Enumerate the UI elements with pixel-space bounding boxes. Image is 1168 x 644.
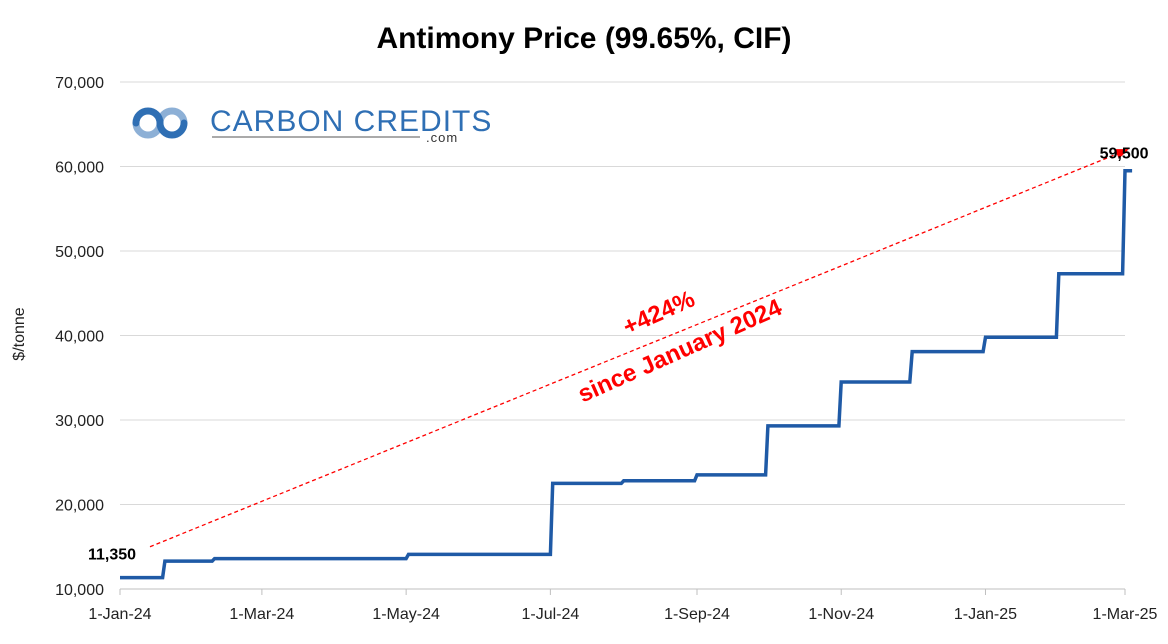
- y-tick-label: 70,000: [55, 75, 104, 92]
- y-axis-label: $/tonne: [11, 307, 28, 360]
- y-tick-label: 40,000: [55, 329, 104, 346]
- y-tick-label: 20,000: [55, 498, 104, 515]
- x-axis-ticks: 1-Jan-24 1-Mar-24 1-May-24 1-Jul-24 1-Sep-24…: [88, 589, 1158, 623]
- x-tick-label: 1-Mar-24: [229, 606, 294, 623]
- annotations: +424%since January 2024: [574, 285, 787, 408]
- data-labels: 11,350 59,500: [88, 146, 1149, 564]
- x-tick-label: 1-Mar-25: [1093, 606, 1158, 623]
- y-tick-label: 10,000: [55, 582, 104, 599]
- data-label: 11,350: [88, 547, 136, 564]
- x-tick-label: 1-May-24: [372, 606, 440, 623]
- y-tick-label: 60,000: [55, 160, 104, 177]
- trend-arrow: [149, 148, 1129, 548]
- y-tick-label: 50,000: [55, 244, 104, 261]
- series-lines: [120, 168, 1133, 580]
- logo-suffix: .com: [426, 130, 458, 145]
- data-label: 59,500: [1100, 146, 1149, 163]
- x-tick-label: 1-Jan-24: [88, 606, 151, 623]
- y-axis-ticks: 10,000 20,000 30,000 40,000 50,000 60,000 70,0…: [55, 75, 104, 599]
- x-tick-label: 1-Sep-24: [664, 606, 730, 623]
- x-tick-label: 1-Jul-24: [521, 606, 579, 623]
- chart-title: Antimony Price (99.65%, CIF): [376, 22, 791, 55]
- trend-arrow-line: [149, 148, 1129, 548]
- carbon-credits-logo: CARBON CREDITS .com: [132, 105, 492, 145]
- x-tick-label: 1-Nov-24: [808, 606, 874, 623]
- logo-name: CARBON CREDITS: [210, 105, 492, 138]
- y-tick-label: 30,000: [55, 413, 104, 430]
- x-tick-label: 1-Jan-25: [954, 606, 1017, 623]
- carbon-credits-logo-mark-icon: [132, 107, 188, 139]
- series-line: [120, 168, 1133, 580]
- gridlines: [120, 81, 1125, 590]
